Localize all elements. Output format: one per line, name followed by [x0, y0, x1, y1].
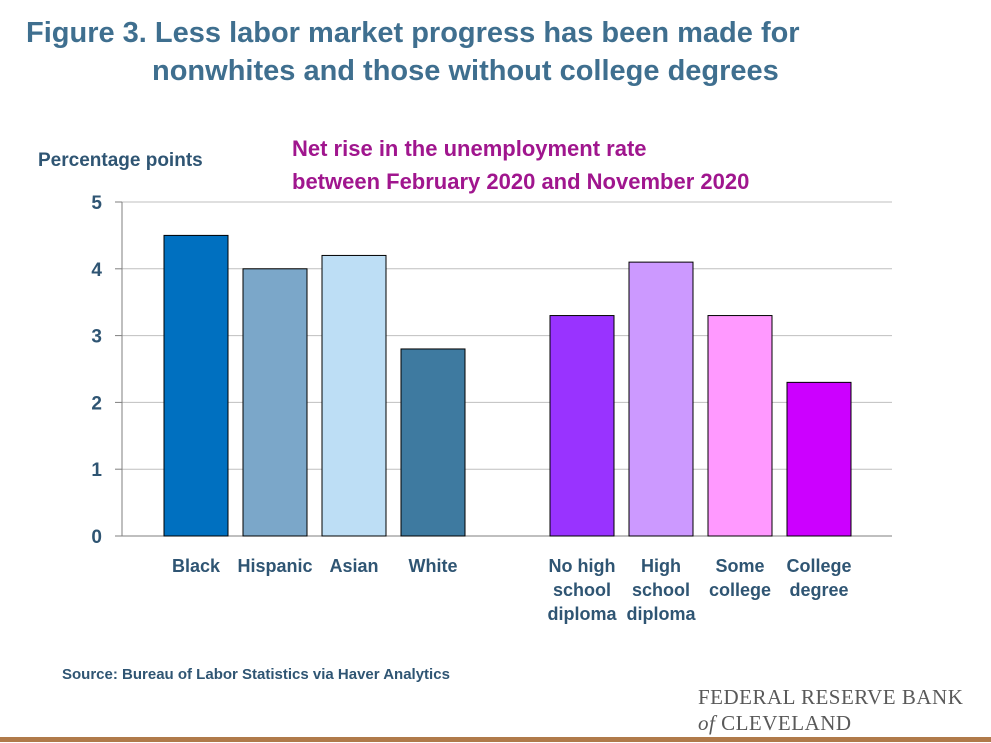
x-tick-label-2-0: Asian	[329, 556, 378, 576]
y-tick-label-5: 5	[91, 193, 102, 214]
y-tick-label-1: 1	[91, 460, 102, 481]
y-tick-label-4: 4	[91, 260, 102, 281]
chart-subtitle-line-2: between February 2020 and November 2020	[292, 169, 749, 194]
x-tick-label-6-0: Some	[715, 556, 764, 576]
x-tick-label-6-1: college	[709, 580, 771, 600]
x-tick-label-4-1: school	[553, 580, 611, 600]
bar-6	[707, 315, 773, 537]
logo-line-1: FEDERAL RESERVE BANK	[698, 685, 964, 709]
title-line-2: nonwhites and those without college degr…	[152, 55, 779, 87]
y-tick-label-0: 0	[91, 527, 102, 548]
chart-subtitle-line-1: Net rise in the unemployment rate	[292, 136, 647, 161]
x-tick-label-0-0: Black	[172, 556, 221, 576]
bar-4	[549, 315, 615, 537]
x-tick-label-3-0: White	[409, 556, 458, 576]
x-tick-label-4-0: No high	[549, 556, 616, 576]
x-tick-label-7-1: degree	[789, 580, 848, 600]
logo-of: of	[698, 711, 716, 735]
bar-chart: 0 1 2 3 4 5 Percentage points Net rise in the u…	[38, 136, 892, 624]
bar-3	[400, 348, 466, 537]
bar-7	[786, 381, 852, 537]
source-note: Source: Bureau of Labor Statistics via H…	[62, 666, 450, 683]
x-tick-label-5-1: school	[632, 580, 690, 600]
x-tick-label-1-0: Hispanic	[237, 556, 312, 576]
fed-cleveland-logo: FEDERAL RESERVE BANK of CLEVELAND	[698, 684, 963, 736]
x-tick-label-5-2: diploma	[626, 604, 696, 624]
bar-1	[242, 268, 308, 537]
bottom-rule	[0, 737, 991, 742]
x-tick-label-4-2: diploma	[547, 604, 617, 624]
logo-line-2: CLEVELAND	[721, 711, 852, 735]
bar-5	[628, 261, 694, 537]
bar-2	[321, 254, 387, 537]
x-tick-label-5-0: High	[641, 556, 681, 576]
page-title: Figure 3. Less labor market progress has…	[0, 14, 991, 90]
y-axis-label: Percentage points	[38, 150, 203, 171]
bar-0	[163, 234, 229, 537]
y-tick-label-2: 2	[91, 393, 102, 414]
title-line-1: Figure 3. Less labor market progress has…	[26, 17, 800, 49]
x-tick-label-7-0: College	[786, 556, 851, 576]
y-tick-label-3: 3	[91, 327, 102, 348]
